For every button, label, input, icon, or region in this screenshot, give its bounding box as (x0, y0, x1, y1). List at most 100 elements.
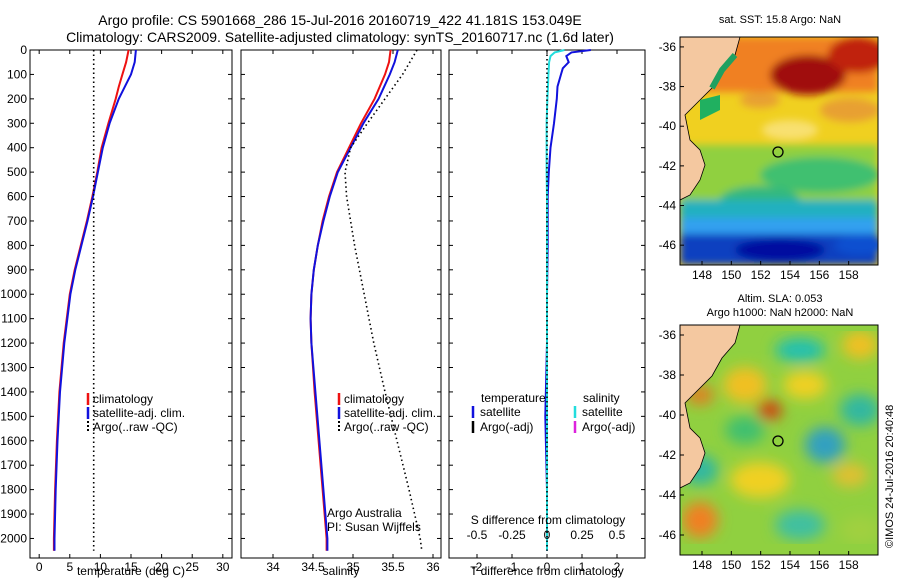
legend-label: climatology (93, 392, 153, 406)
map-x-tick-label: 150 (721, 268, 741, 282)
map-x-tick-label: 156 (809, 558, 829, 572)
map-x-tick-label: 152 (751, 558, 771, 572)
x-tick-label: -2 (472, 560, 483, 574)
legend-title-temperature: temperature (481, 391, 546, 405)
map-y-tick-label: -42 (659, 448, 677, 462)
y-tick-label: 1400 (0, 385, 27, 399)
map-x-tick-label: 154 (780, 558, 800, 572)
argo-position-marker (772, 435, 784, 447)
salinity-legend: climatology satellite-adj. clim. Argo(..… (327, 392, 436, 534)
map-x-tick-label: 148 (692, 268, 712, 282)
y-tick-label: 1900 (0, 507, 27, 521)
y-tick-label: 1200 (0, 336, 27, 350)
x-tick-label-top: -0.5 (467, 528, 488, 542)
annotation-pi: PI: Susan Wijffels (327, 520, 421, 534)
legend-label: climatology (344, 392, 404, 406)
difference-xlabel: T difference from climatology (470, 564, 624, 578)
x-tick-label: 20 (155, 560, 169, 574)
map-x-tick-label: 156 (809, 268, 829, 282)
sst-map-axes: 148 150 152 154 156 158 -36 -38 -40 -42 -44 -46 (659, 40, 859, 282)
map-y-tick-label: -44 (659, 199, 677, 213)
series-line-argo-raw-qc- (344, 49, 423, 551)
temperature-xlabel: temperature (deg C) (77, 564, 185, 578)
series-line-satellite-adj-clim- (53, 49, 137, 551)
x-tick-label: 15 (124, 560, 138, 574)
map-y-tick-label: -38 (659, 80, 677, 94)
salinity-axes: 34 34.5 35 35.5 36 (241, 49, 441, 574)
y-tick-label: 2000 (0, 531, 27, 545)
legend-label: Argo(-adj) (480, 420, 533, 434)
temperature-legend: climatology satellite-adj. clim. Argo(..… (86, 392, 185, 434)
map-y-tick-label: -46 (659, 528, 677, 542)
difference-xlabel-top: S difference from climatology (471, 513, 626, 527)
y-tick-label: 200 (7, 92, 27, 106)
y-tick-label: 1000 (0, 287, 27, 301)
series-line-climatology (52, 49, 130, 551)
x-tick-label: 25 (186, 560, 200, 574)
x-tick-label: 34.5 (301, 560, 325, 574)
x-tick-label: 35 (346, 560, 360, 574)
map-x-tick-label: 158 (839, 558, 859, 572)
x-tick-label: 35.5 (381, 560, 405, 574)
map-x-tick-label: 148 (692, 558, 712, 572)
map-x-tick-label: 150 (721, 558, 741, 572)
legend-title-salinity: salinity (583, 391, 620, 405)
legend-label: satellite-adj. clim. (344, 406, 436, 420)
map-y-tick-label: -40 (659, 119, 677, 133)
x-tick-label: -1 (507, 560, 518, 574)
sst-map-frame (679, 36, 879, 266)
annotation-argo-australia: Argo Australia (327, 506, 402, 520)
y-tick-label: 1600 (0, 434, 27, 448)
sla-map-axes: 148 150 152 154 156 158 -36 -38 -40 -42 -44 -46 (659, 328, 859, 572)
y-tick-label: 800 (7, 238, 27, 252)
map-y-tick-label: -36 (659, 328, 677, 342)
y-tick-label: 700 (7, 214, 27, 228)
series-line-salinity-satellite (545, 49, 565, 551)
imos-watermark: ©IMOS 24-Jul-2016 20:40:48 (884, 405, 896, 548)
difference-legend: temperature satellite Argo(-adj) salinit… (471, 391, 635, 434)
series-line-satellite-adj-clim- (309, 49, 399, 551)
legend-label: satellite (480, 405, 521, 419)
x-tick-label: 30 (216, 560, 230, 574)
map-y-tick-label: -42 (659, 159, 677, 173)
y-tick-label: 1100 (1, 312, 27, 326)
x-tick-label: 0 (36, 560, 43, 574)
x-tick-label-top: 0.5 (609, 528, 626, 542)
difference-axes: -2 -1 0 1 2 -0.5 -0.25 0 0.25 0.5 (449, 49, 645, 574)
map-y-tick-label: -36 (659, 40, 677, 54)
map-x-tick-label: 152 (751, 268, 771, 282)
map-x-tick-label: 158 (839, 268, 859, 282)
temperature-panel-frame (29, 49, 233, 559)
sla-map-subtitle: Argo h1000: NaN h2000: NaN (707, 307, 854, 319)
y-tick-label: 100 (7, 67, 27, 81)
y-tick-label: 1700 (0, 458, 27, 472)
x-tick-label-top: -0.25 (498, 528, 526, 542)
y-tick-label: 300 (7, 116, 27, 130)
y-tick-label: 400 (7, 141, 27, 155)
y-tick-label: 1800 (0, 483, 27, 497)
y-tick-label: 600 (7, 190, 27, 204)
legend-label: Argo(-adj) (582, 420, 635, 434)
legend-label: satellite (582, 405, 623, 419)
y-tick-label: 1300 (0, 361, 27, 375)
map-y-tick-label: -38 (659, 368, 677, 382)
sst-map (680, 37, 878, 265)
series-line-temperature-satellite (544, 49, 591, 551)
x-tick-label: 0 (544, 560, 551, 574)
sla-map-frame (679, 324, 879, 556)
salinity-xlabel: salinity (323, 564, 360, 578)
sla-map (680, 325, 878, 555)
x-tick-label: 5 (66, 560, 73, 574)
y-tick-label: 0 (20, 43, 27, 57)
x-tick-label-top: 0.25 (570, 528, 594, 542)
y-tick-label: 500 (7, 165, 27, 179)
sst-map-title: sat. SST: 15.8 Argo: NaN (719, 14, 841, 26)
y-tick-label: 1500 (0, 409, 27, 423)
argo-position-marker (772, 146, 784, 158)
x-tick-label: 2 (614, 560, 621, 574)
map-x-tick-label: 154 (780, 268, 800, 282)
temperature-axes: 0100200300400500600700800900100011001200… (0, 43, 232, 574)
map-y-tick-label: -46 (659, 238, 677, 252)
legend-label: Argo(..raw -QC) (93, 420, 178, 434)
